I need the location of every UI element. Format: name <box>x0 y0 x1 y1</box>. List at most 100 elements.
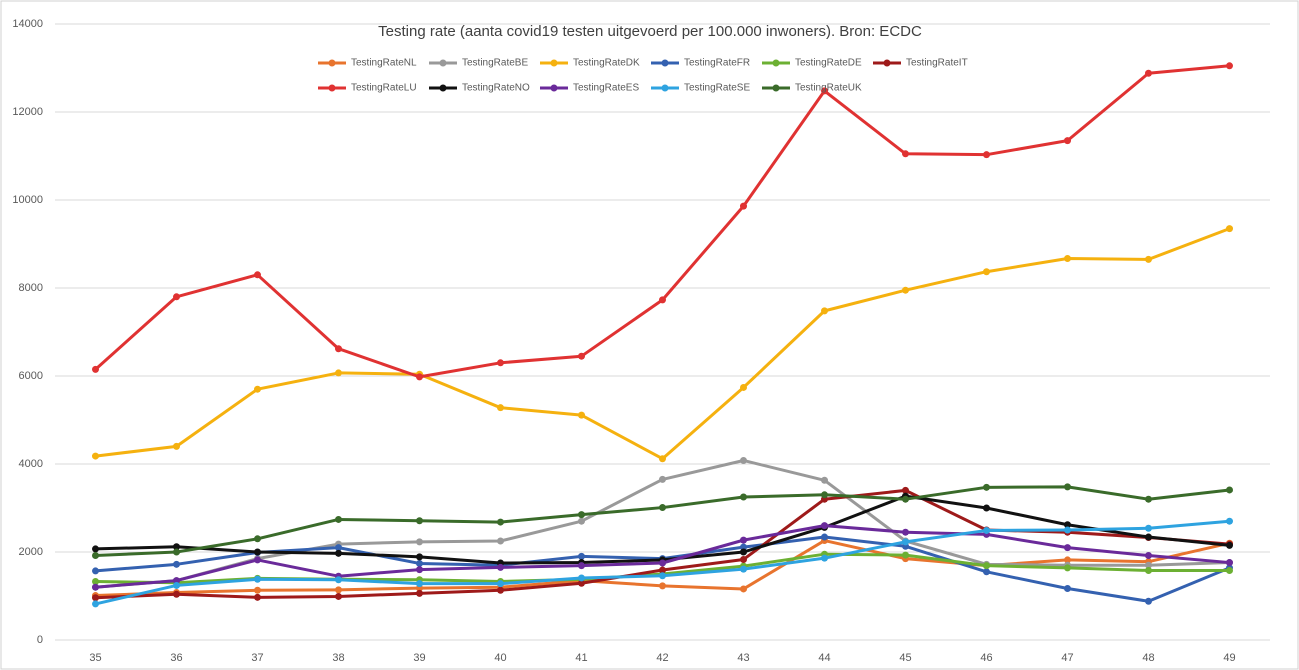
point <box>578 411 585 419</box>
point <box>902 495 909 503</box>
y-tick-label: 14000 <box>12 18 43 30</box>
point <box>254 575 261 583</box>
x-tick-label: 44 <box>818 652 830 664</box>
point <box>1064 137 1071 145</box>
legend-label: TestingRateUK <box>795 83 862 94</box>
point <box>821 476 828 484</box>
point <box>173 548 180 556</box>
point <box>659 455 666 463</box>
point <box>740 555 747 563</box>
point <box>335 576 342 584</box>
legend-marker <box>883 59 891 67</box>
point <box>578 552 585 560</box>
y-tick-label: 8000 <box>19 282 43 294</box>
point <box>497 580 504 588</box>
point <box>1226 559 1233 567</box>
point <box>497 518 504 526</box>
y-tick-label: 4000 <box>19 458 43 470</box>
point <box>254 535 261 543</box>
point <box>497 563 504 571</box>
y-tick-label: 2000 <box>19 546 43 558</box>
point <box>1226 62 1233 70</box>
point <box>416 553 423 561</box>
x-tick-label: 47 <box>1061 652 1073 664</box>
point <box>821 554 828 562</box>
point <box>335 592 342 600</box>
point <box>173 560 180 568</box>
point <box>659 296 666 304</box>
point <box>92 577 99 585</box>
legend-label: TestingRateLU <box>351 83 417 94</box>
y-tick-label: 12000 <box>12 106 43 118</box>
legend-marker <box>661 84 669 92</box>
point <box>254 586 261 594</box>
point <box>416 589 423 597</box>
chart-title: Testing rate (aanta covid19 testen uitge… <box>378 23 922 40</box>
legend-label: TestingRateBE <box>462 58 528 69</box>
point <box>254 271 261 279</box>
point <box>416 559 423 567</box>
legend-marker <box>772 84 780 92</box>
point <box>1145 566 1152 574</box>
legend-label: TestingRateFR <box>684 58 750 69</box>
point <box>254 548 261 556</box>
legend-label: TestingRateNO <box>462 83 530 94</box>
point <box>416 373 423 381</box>
point <box>740 202 747 210</box>
x-tick-label: 39 <box>413 652 425 664</box>
point <box>335 549 342 557</box>
point <box>902 538 909 546</box>
point <box>173 581 180 589</box>
point <box>173 442 180 450</box>
point <box>902 528 909 536</box>
point <box>1145 561 1152 569</box>
point <box>497 586 504 594</box>
point <box>740 383 747 391</box>
x-tick-label: 37 <box>251 652 263 664</box>
point <box>1064 556 1071 564</box>
point <box>740 543 747 551</box>
x-tick-label: 40 <box>494 652 506 664</box>
point <box>578 352 585 360</box>
x-tick-label: 46 <box>980 652 992 664</box>
point <box>1145 552 1152 560</box>
point <box>92 452 99 460</box>
point <box>821 533 828 541</box>
point <box>1226 566 1233 574</box>
legend-marker <box>328 84 336 92</box>
point <box>1064 526 1071 534</box>
point <box>92 545 99 553</box>
point <box>659 582 666 590</box>
point <box>497 359 504 367</box>
point <box>740 456 747 464</box>
x-tick-label: 35 <box>89 652 101 664</box>
point <box>1145 533 1152 541</box>
point <box>173 543 180 551</box>
point <box>335 345 342 353</box>
point <box>335 586 342 594</box>
point <box>173 293 180 301</box>
point <box>659 475 666 483</box>
point <box>578 517 585 525</box>
point <box>1145 524 1152 532</box>
point <box>740 585 747 593</box>
point <box>1064 521 1071 529</box>
point <box>1226 225 1233 233</box>
legend-marker <box>439 59 447 67</box>
x-tick-label: 43 <box>737 652 749 664</box>
point <box>740 565 747 573</box>
x-tick-label: 45 <box>899 652 911 664</box>
point <box>416 517 423 525</box>
point <box>983 268 990 276</box>
y-tick-label: 10000 <box>12 194 43 206</box>
point <box>335 369 342 377</box>
legend-label: TestingRateIT <box>906 58 968 69</box>
legend-label: TestingRateES <box>573 83 639 94</box>
point <box>1064 483 1071 491</box>
point <box>740 548 747 556</box>
point <box>983 526 990 534</box>
legend-marker <box>550 84 558 92</box>
point <box>1145 255 1152 263</box>
legend-label: TestingRateDE <box>795 58 862 69</box>
